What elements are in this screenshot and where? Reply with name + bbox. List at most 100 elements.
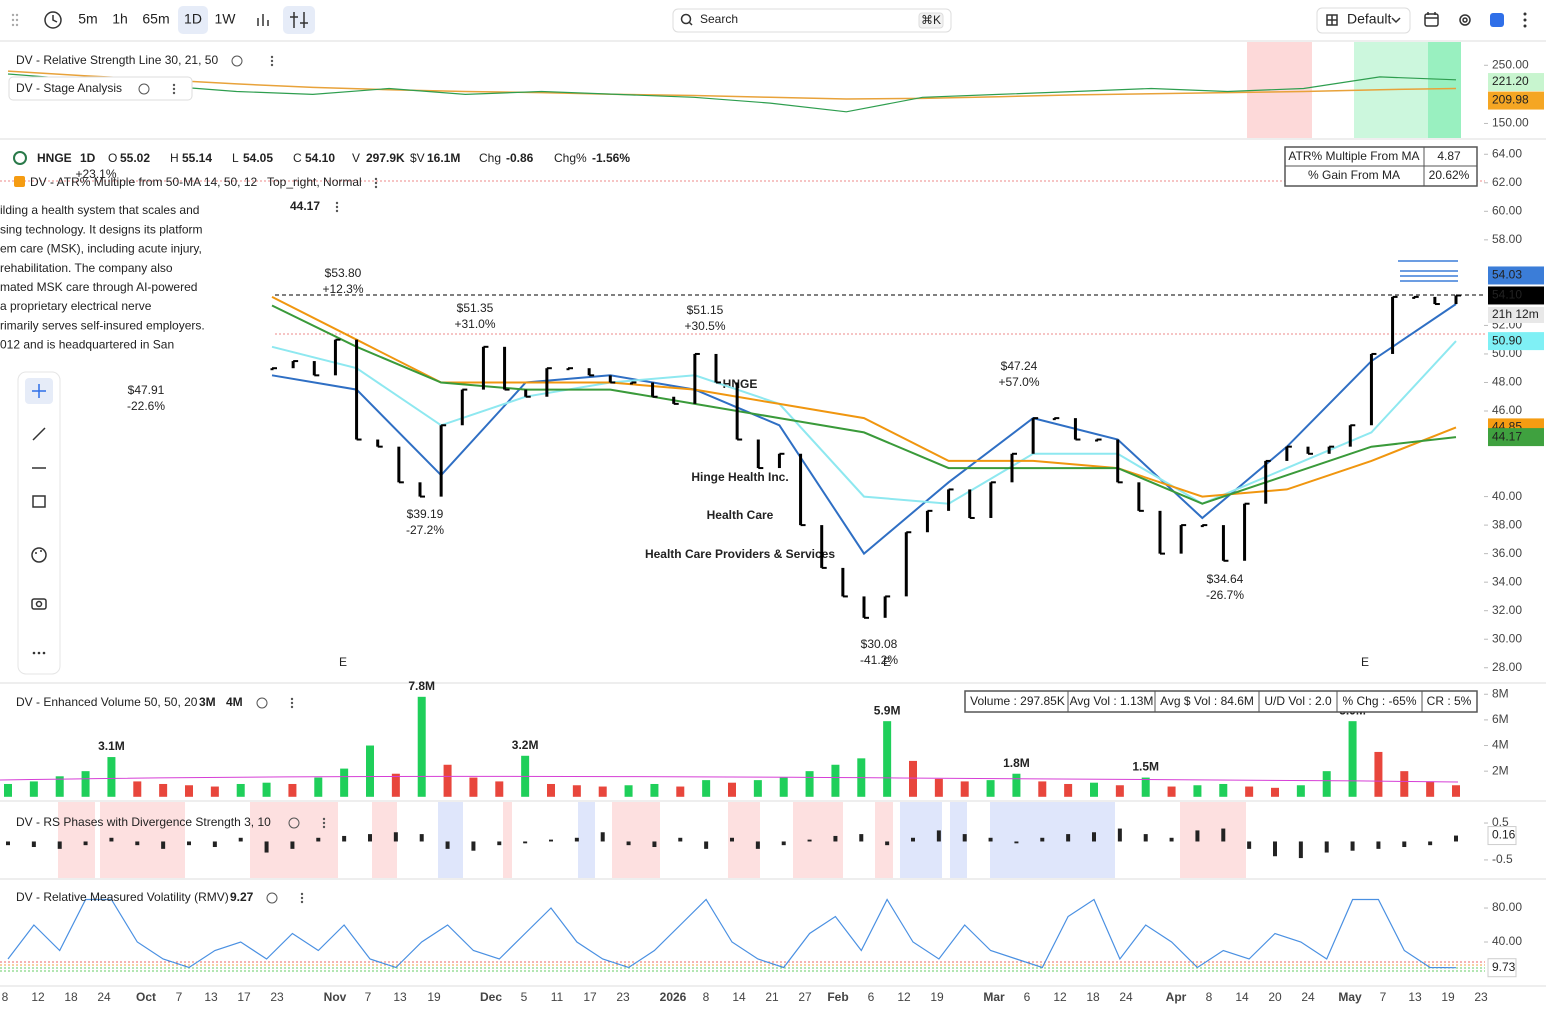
volume-bar	[728, 782, 736, 797]
more-icon[interactable]	[172, 87, 176, 91]
annotation-change: -26.7%	[1206, 588, 1244, 602]
table-value: 20.62%	[1429, 168, 1470, 182]
more-icon[interactable]	[290, 697, 294, 701]
countdown: 21h 12m	[1492, 307, 1539, 321]
y-tick-label: 28.00	[1492, 660, 1522, 674]
layout-button[interactable]	[1316, 7, 1411, 34]
clock-icon[interactable]	[44, 11, 62, 29]
indicator-title: DV - ATR% Multiple from 50-MA 14, 50, 12	[30, 175, 258, 189]
more-tools[interactable]	[32, 651, 46, 655]
readout-label: V	[352, 151, 360, 165]
watermark: Health Care	[707, 508, 774, 522]
color-swatch[interactable]	[1490, 13, 1504, 27]
more-icon[interactable]	[1523, 12, 1527, 28]
more-icon[interactable]	[270, 59, 274, 63]
more-icon[interactable]	[300, 896, 304, 900]
volume-bar	[1167, 786, 1176, 797]
phase-band	[875, 802, 893, 878]
crosshair-tool[interactable]	[32, 384, 46, 398]
y-tick-label: 38.00	[1492, 517, 1522, 531]
volume-bar	[1219, 783, 1228, 797]
phase-bar	[1298, 841, 1303, 859]
more-icon[interactable]	[300, 900, 304, 904]
more-icon[interactable]	[322, 821, 326, 825]
settings-icon[interactable]	[231, 55, 243, 67]
x-tick-label: 8	[2, 990, 9, 1004]
search-placeholder[interactable]: Search	[700, 12, 738, 26]
more-icon[interactable]	[335, 209, 339, 213]
y-tick-label: 4M	[1492, 738, 1509, 752]
phase-band	[990, 802, 1115, 878]
more-icon[interactable]	[172, 91, 176, 95]
more-icon[interactable]	[270, 63, 274, 67]
more-icon[interactable]	[290, 701, 294, 705]
x-tick-label: 14	[732, 990, 746, 1004]
stats-box	[964, 690, 1478, 713]
volume-label: 7.8M	[408, 679, 435, 693]
interval-button[interactable]: 65m	[142, 11, 169, 27]
more-icon[interactable]	[290, 705, 294, 709]
y-tick-label: 0.5	[1492, 815, 1509, 829]
interval: 1D	[80, 151, 96, 165]
x-tick-label: 14	[1235, 990, 1249, 1004]
range-boxes	[1398, 260, 1458, 282]
more-icon[interactable]	[335, 201, 339, 205]
description-line: rimarily serves self-insured employers.	[0, 318, 205, 332]
price-badge	[1488, 266, 1544, 285]
more-icon[interactable]	[335, 205, 339, 209]
indicator-title: DV - RS Phases with Divergence Strength …	[16, 815, 271, 829]
ma-value: 44.17	[290, 199, 320, 213]
annotation-change: +30.5%	[684, 319, 725, 333]
compare-bg	[283, 6, 315, 34]
price-badge-label: 54.10	[1492, 288, 1522, 302]
more-icon[interactable]	[172, 83, 176, 87]
phase-band	[900, 802, 942, 878]
more-icon[interactable]	[374, 177, 378, 181]
annotation-price: $51.15	[687, 303, 724, 317]
search-box[interactable]	[672, 8, 952, 33]
readout-value: 54.05	[243, 151, 273, 165]
more-icon[interactable]	[374, 185, 378, 189]
volume-bar	[4, 783, 12, 797]
more-icon[interactable]	[322, 825, 326, 829]
palette-tool[interactable]	[31, 547, 47, 563]
volume-bar	[1426, 781, 1435, 797]
phase-bar	[1092, 832, 1096, 842]
volume-label: 3.1M	[98, 739, 125, 753]
shortcut-box	[918, 12, 944, 29]
settings-icon[interactable]	[138, 83, 150, 95]
trendline-tool[interactable]	[32, 427, 46, 441]
x-tick-label: Feb	[827, 990, 848, 1004]
settings-icon[interactable]	[1459, 14, 1471, 26]
camera-tool[interactable]	[31, 598, 47, 610]
calendar-icon[interactable]	[1424, 12, 1439, 27]
settings-icon[interactable]	[266, 892, 278, 904]
more-icon[interactable]	[270, 55, 274, 59]
indicator-title: DV - Stage Analysis	[16, 81, 122, 95]
y-tick-label: 80.00	[1492, 900, 1522, 914]
settings-icon[interactable]	[256, 697, 268, 709]
interval-button[interactable]: 5m	[78, 11, 97, 27]
volume-bar	[909, 760, 917, 797]
rect-tool[interactable]	[32, 495, 46, 508]
atr-swatch	[14, 176, 25, 187]
active-interval-bg	[178, 6, 208, 34]
price-badge	[1488, 428, 1544, 447]
price-badge-label: 209.98	[1492, 93, 1529, 107]
phase-band	[250, 802, 338, 878]
interval-button[interactable]: 1W	[215, 11, 237, 27]
earnings-marker: E	[883, 655, 891, 669]
stage-band	[1428, 42, 1461, 138]
interval-button[interactable]: 1D	[184, 11, 202, 27]
more-icon[interactable]	[374, 181, 378, 185]
stat: CR : 5%	[1427, 694, 1472, 708]
more-icon[interactable]	[322, 817, 326, 821]
compare-icon[interactable]	[290, 12, 308, 28]
drawing-toolbar	[17, 371, 61, 675]
volume-bar	[366, 745, 374, 797]
more-icon[interactable]	[300, 892, 304, 896]
chart-type-icon[interactable]	[257, 14, 269, 26]
interval-button[interactable]: 1h	[112, 11, 128, 27]
volume-bar	[753, 780, 762, 797]
settings-icon[interactable]	[288, 817, 300, 829]
